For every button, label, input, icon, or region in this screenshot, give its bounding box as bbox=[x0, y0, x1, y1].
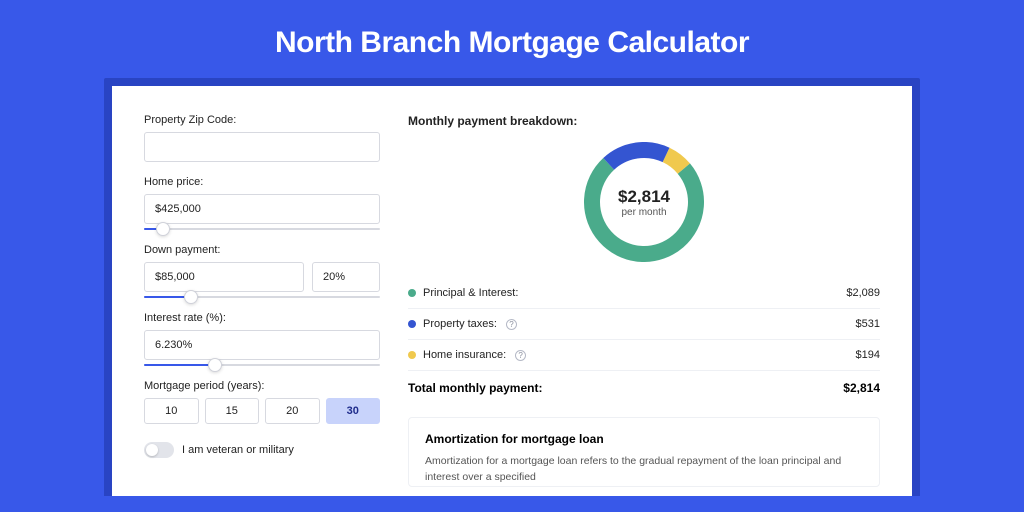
home-price-label: Home price: bbox=[144, 176, 380, 188]
down-payment-slider[interactable] bbox=[144, 296, 380, 298]
legend-dot-0 bbox=[408, 289, 416, 297]
amortization-card: Amortization for mortgage loan Amortizat… bbox=[408, 417, 880, 487]
home-price-slider[interactable] bbox=[144, 228, 380, 230]
legend-value-0: $2,089 bbox=[846, 287, 880, 299]
donut-center: $2,814 per month bbox=[584, 142, 704, 262]
veteran-row: I am veteran or military bbox=[144, 442, 380, 458]
home-price-slider-thumb[interactable] bbox=[156, 222, 170, 236]
legend-row-0: Principal & Interest: $2,089 bbox=[408, 278, 880, 308]
calculator-frame: Property Zip Code: Home price: Down paym… bbox=[104, 78, 920, 496]
interest-rate-input[interactable] bbox=[144, 330, 380, 360]
interest-rate-slider[interactable] bbox=[144, 364, 380, 366]
info-icon[interactable]: ? bbox=[506, 319, 517, 330]
amortization-body: Amortization for a mortgage loan refers … bbox=[425, 454, 863, 486]
legend-value-1: $531 bbox=[856, 318, 880, 330]
period-label: Mortgage period (years): bbox=[144, 380, 380, 392]
home-price-input[interactable] bbox=[144, 194, 380, 224]
legend-label-1: Property taxes: bbox=[423, 318, 497, 330]
period-option-30[interactable]: 30 bbox=[326, 398, 381, 424]
inputs-column: Property Zip Code: Home price: Down paym… bbox=[144, 114, 380, 496]
interest-rate-slider-fill bbox=[144, 364, 215, 366]
home-price-group: Home price: bbox=[144, 176, 380, 230]
period-option-15[interactable]: 15 bbox=[205, 398, 260, 424]
donut-center-sub: per month bbox=[621, 207, 666, 218]
total-label: Total monthly payment: bbox=[408, 381, 542, 395]
page-title: North Branch Mortgage Calculator bbox=[0, 0, 1024, 78]
interest-rate-slider-thumb[interactable] bbox=[208, 358, 222, 372]
down-payment-input[interactable] bbox=[144, 262, 304, 292]
amortization-title: Amortization for mortgage loan bbox=[425, 432, 863, 446]
veteran-toggle[interactable] bbox=[144, 442, 174, 458]
zip-label: Property Zip Code: bbox=[144, 114, 380, 126]
down-payment-label: Down payment: bbox=[144, 244, 380, 256]
total-value: $2,814 bbox=[843, 381, 880, 395]
legend-row-1: Property taxes:? $531 bbox=[408, 308, 880, 339]
zip-group: Property Zip Code: bbox=[144, 114, 380, 162]
veteran-label: I am veteran or military bbox=[182, 444, 294, 456]
interest-rate-label: Interest rate (%): bbox=[144, 312, 380, 324]
breakdown-column: Monthly payment breakdown: $2,814 per mo… bbox=[408, 114, 880, 496]
period-option-10[interactable]: 10 bbox=[144, 398, 199, 424]
calculator-panel: Property Zip Code: Home price: Down paym… bbox=[112, 86, 912, 496]
donut-center-amount: $2,814 bbox=[618, 187, 670, 207]
period-option-20[interactable]: 20 bbox=[265, 398, 320, 424]
donut-chart: $2,814 per month bbox=[584, 142, 704, 262]
info-icon[interactable]: ? bbox=[515, 350, 526, 361]
total-row: Total monthly payment: $2,814 bbox=[408, 370, 880, 405]
legend-dot-2 bbox=[408, 351, 416, 359]
breakdown-legend: Principal & Interest: $2,089 Property taxe… bbox=[408, 278, 880, 370]
legend-dot-1 bbox=[408, 320, 416, 328]
down-payment-pct-input[interactable] bbox=[312, 262, 380, 292]
legend-row-2: Home insurance:? $194 bbox=[408, 339, 880, 370]
donut-chart-wrap: $2,814 per month bbox=[408, 136, 880, 278]
down-payment-slider-thumb[interactable] bbox=[184, 290, 198, 304]
legend-label-2: Home insurance: bbox=[423, 349, 506, 361]
period-group: Mortgage period (years): 10152030 bbox=[144, 380, 380, 424]
legend-value-2: $194 bbox=[856, 349, 880, 361]
down-payment-group: Down payment: bbox=[144, 244, 380, 298]
legend-label-0: Principal & Interest: bbox=[423, 287, 518, 299]
breakdown-title: Monthly payment breakdown: bbox=[408, 114, 880, 128]
interest-rate-group: Interest rate (%): bbox=[144, 312, 380, 366]
zip-input[interactable] bbox=[144, 132, 380, 162]
period-options: 10152030 bbox=[144, 398, 380, 424]
